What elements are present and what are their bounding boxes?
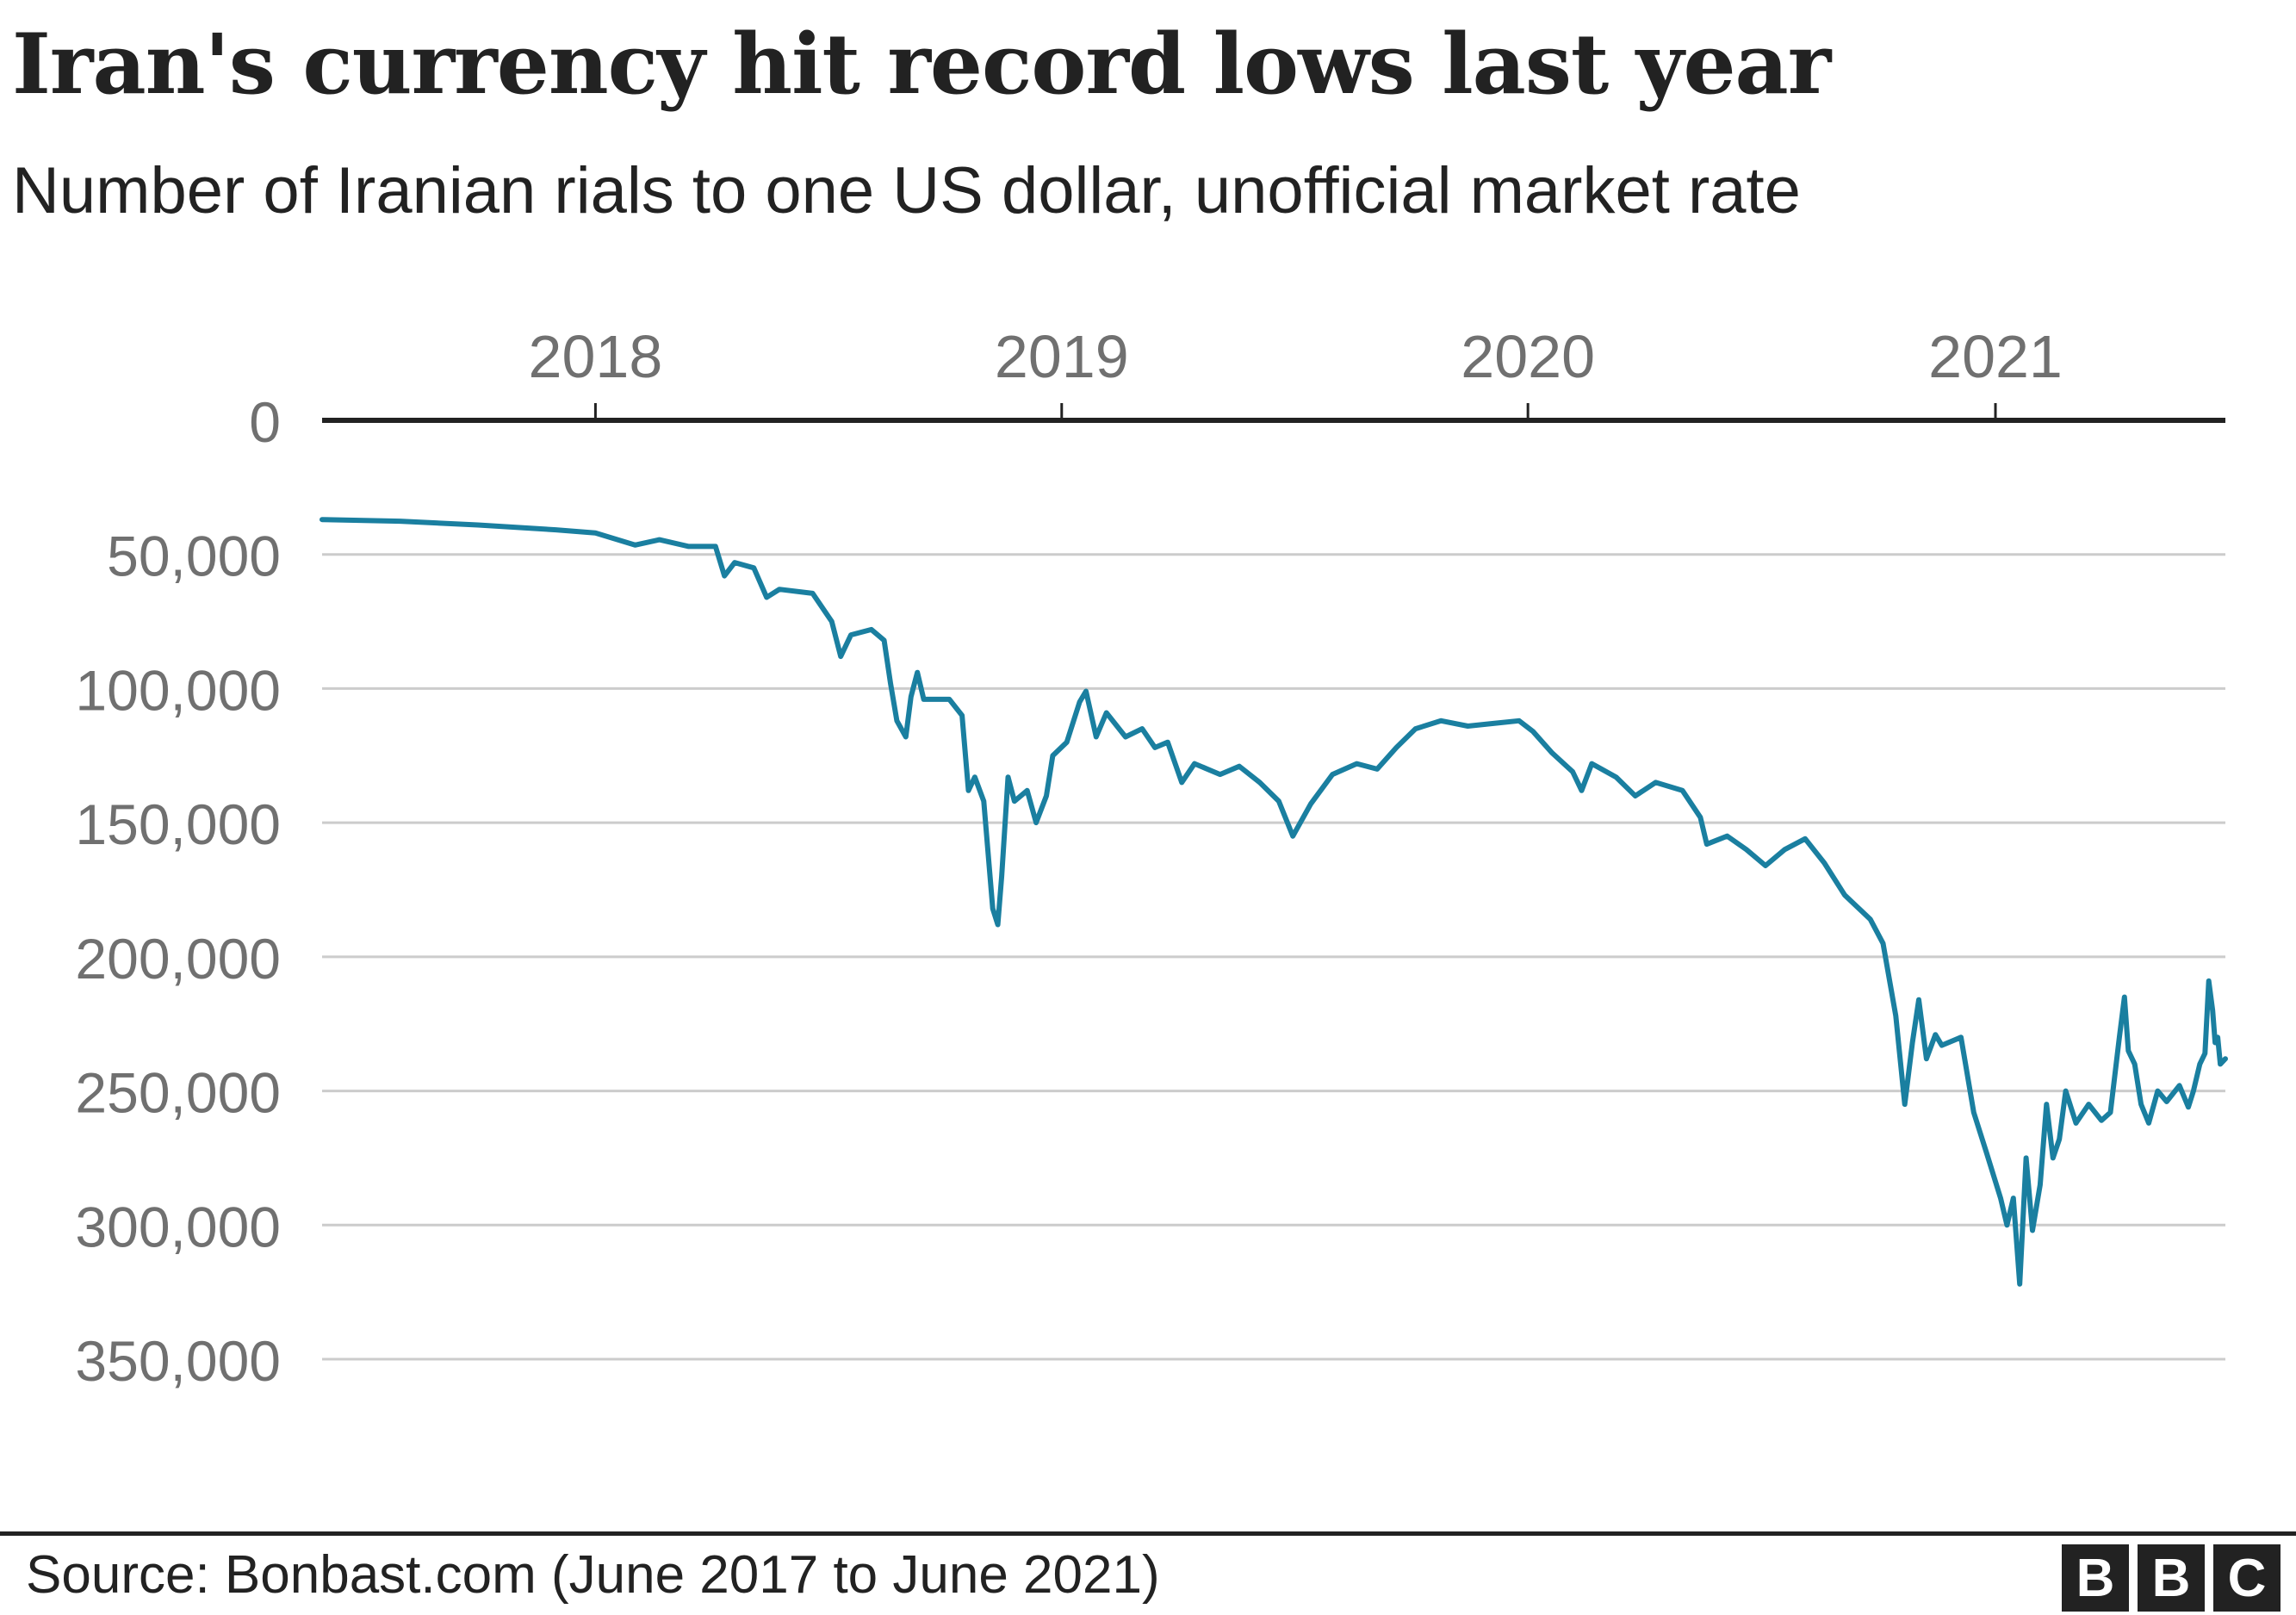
y-tick-label-100000: 100,000: [75, 658, 281, 722]
x-tick-label-2019: 2019: [995, 323, 1129, 390]
x-tick-label-2020: 2020: [1461, 323, 1595, 390]
x-ticks: 2018 2019 2020 2021: [529, 323, 2063, 420]
chart-subtitle: Number of Iranian rials to one US dollar…: [12, 154, 1801, 227]
chart-title: Iran's currency hit record lows last yea…: [12, 16, 1831, 113]
bbc-logo: B B C: [2062, 1544, 2280, 1612]
x-tick-label-2018: 2018: [529, 323, 663, 390]
y-tick-label-300000: 300,000: [75, 1195, 281, 1258]
y-tick-label-150000: 150,000: [75, 792, 281, 856]
x-tick-label-2021: 2021: [1928, 323, 2063, 390]
source-note: Source: Bonbast.com (June 2017 to June 2…: [26, 1545, 1160, 1605]
y-tick-label-50000: 50,000: [107, 525, 281, 588]
logo-letter-b1: B: [2062, 1544, 2129, 1612]
y-tick-label-350000: 350,000: [75, 1329, 281, 1393]
logo-letter-b2: B: [2138, 1544, 2205, 1612]
y-tick-label-250000: 250,000: [75, 1061, 281, 1125]
footer-rule: [0, 1531, 2296, 1536]
y-tick-label-0: 0: [249, 390, 281, 454]
series-line: [320, 517, 2228, 1287]
y-tick-labels: 0 50,000 100,000 150,000 200,000 250,000 300,0…: [75, 390, 281, 1393]
y-tick-label-200000: 200,000: [75, 927, 281, 991]
gridlines: [322, 553, 2225, 1361]
logo-letter-c: C: [2213, 1544, 2280, 1612]
